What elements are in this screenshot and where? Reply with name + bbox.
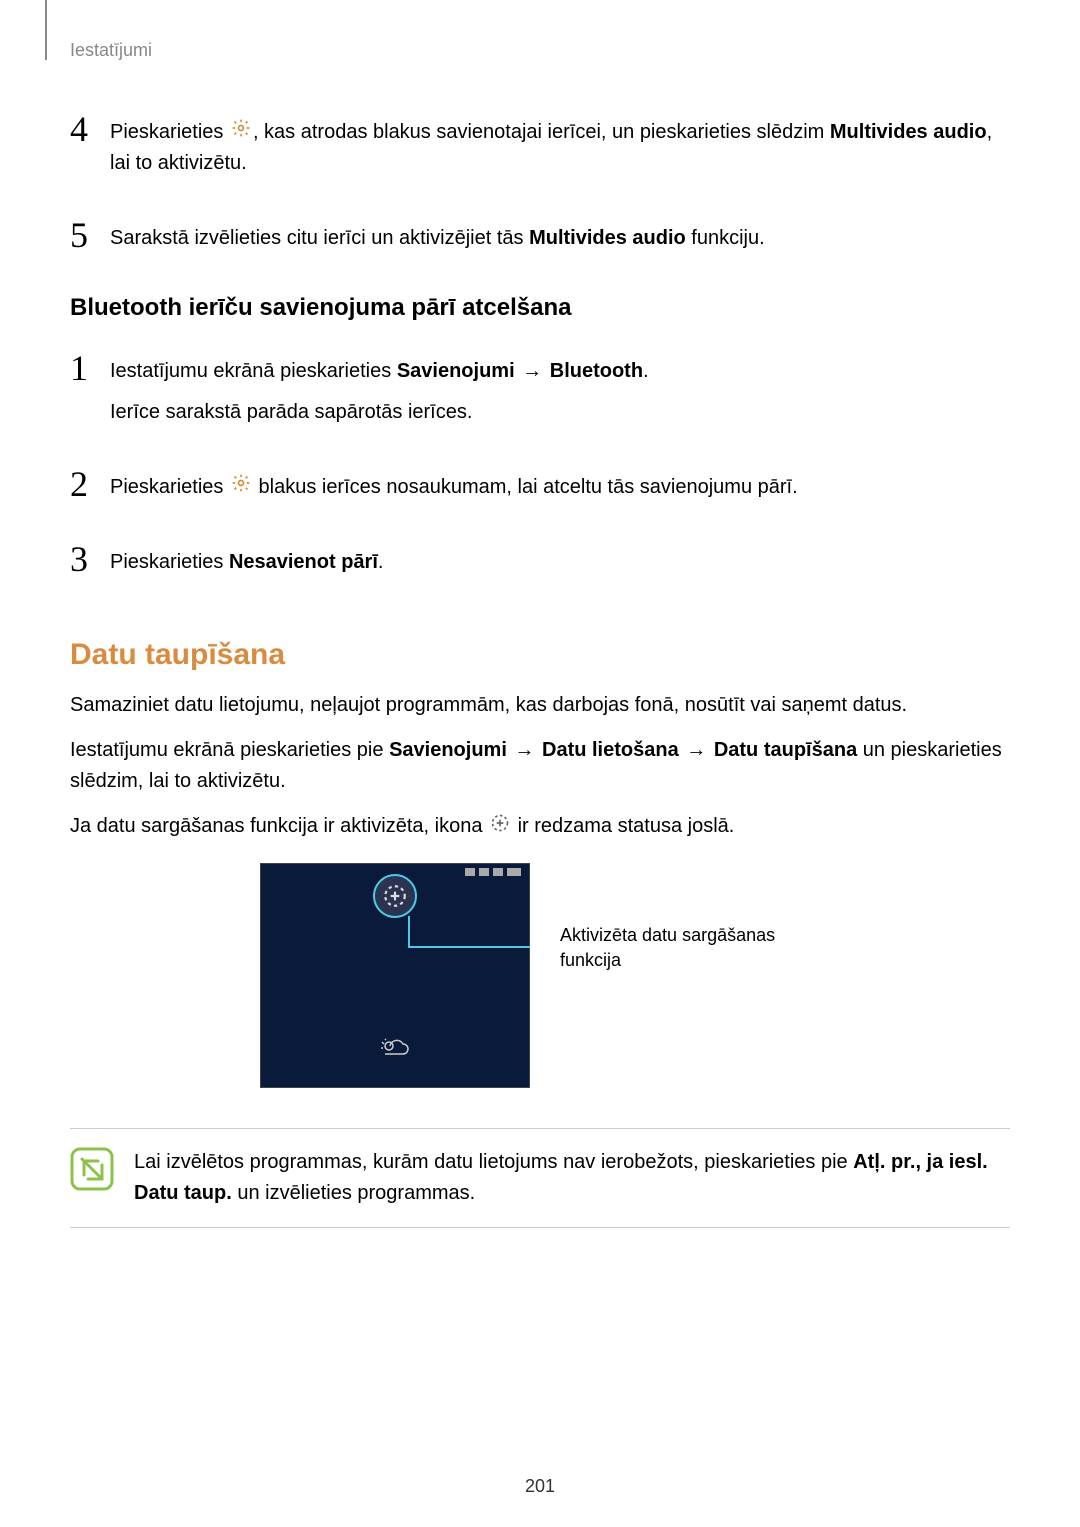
text: Lai izvēlētos programmas, kurām datu lie… bbox=[134, 1151, 853, 1173]
text: un izvēlieties programmas. bbox=[232, 1182, 475, 1204]
data-saver-icon bbox=[490, 812, 510, 843]
step-body: Sarakstā izvēlieties citu ierīci un akti… bbox=[110, 217, 765, 264]
unpair-step-1: 1 Iestatījumu ekrānā pieskarieties Savie… bbox=[70, 350, 1010, 438]
header-rule bbox=[45, 0, 47, 60]
text: funkciju. bbox=[686, 227, 765, 249]
status-bar bbox=[465, 868, 521, 876]
bold-text: Nesavienot pārī bbox=[229, 551, 378, 573]
note-box: Lai izvēlētos programmas, kurām datu lie… bbox=[70, 1128, 1010, 1228]
status-icon bbox=[493, 868, 503, 876]
unpair-step-3: 3 Pieskarieties Nesavienot pārī. bbox=[70, 541, 1010, 588]
text: , kas atrodas blakus savienotajai ierīce… bbox=[253, 121, 830, 143]
step-number: 5 bbox=[70, 217, 102, 253]
note-text: Lai izvēlētos programmas, kurām datu lie… bbox=[134, 1147, 1010, 1209]
text: . bbox=[378, 551, 384, 573]
text: Iestatījumu ekrānā pieskarieties pie bbox=[70, 739, 389, 761]
step-body: Pieskarieties Nesavienot pārī. bbox=[110, 541, 383, 588]
paragraph: Ja datu sargāšanas funkcija ir aktivizēt… bbox=[70, 811, 1010, 842]
data-saver-highlight bbox=[373, 874, 417, 918]
text: . bbox=[643, 360, 649, 382]
step-number: 1 bbox=[70, 350, 102, 386]
step-4: 4 Pieskarieties , kas atrodas blakus sav… bbox=[70, 111, 1010, 189]
text: Iestatījumu ekrānā pieskarieties bbox=[110, 360, 397, 382]
status-icon bbox=[465, 868, 475, 876]
section-heading-unpair: Bluetooth ierīču savienojuma pārī atcelš… bbox=[70, 294, 1010, 322]
text: Pieskarieties bbox=[110, 551, 229, 573]
step-body: Pieskarieties , kas atrodas blakus savie… bbox=[110, 111, 1010, 189]
status-icon bbox=[479, 868, 489, 876]
text: Pieskarieties bbox=[110, 476, 229, 498]
arrow: → bbox=[679, 739, 714, 761]
page-container: Iestatījumi 4 Pieskarieties , kas atroda… bbox=[0, 0, 1080, 1527]
step-number: 2 bbox=[70, 466, 102, 502]
main-heading-datasave: Datu taupīšana bbox=[70, 638, 1010, 672]
step-body: Pieskarieties blakus ierīces nosaukumam,… bbox=[110, 466, 798, 513]
bold-text: Multivides audio bbox=[830, 121, 987, 143]
step-body: Iestatījumu ekrānā pieskarieties Savieno… bbox=[110, 350, 649, 438]
gear-icon bbox=[231, 117, 251, 148]
callout-line bbox=[408, 916, 410, 946]
figure: Aktivizēta datu sargāšanas funkcija bbox=[70, 863, 1010, 1088]
page-number: 201 bbox=[525, 1476, 555, 1497]
paragraph: Samaziniet datu lietojumu, neļaujot prog… bbox=[70, 690, 1010, 721]
gear-icon bbox=[231, 472, 251, 503]
step-number: 3 bbox=[70, 541, 102, 577]
bold-text: Multivides audio bbox=[529, 227, 686, 249]
callout-label: Aktivizēta datu sargāšanas funkcija bbox=[560, 923, 820, 973]
text: Ja datu sargāšanas funkcija ir aktivizēt… bbox=[70, 815, 488, 837]
weather-icon bbox=[379, 1034, 411, 1067]
arrow: → bbox=[507, 739, 542, 761]
arrow: → bbox=[515, 360, 550, 382]
bold-text: Bluetooth bbox=[550, 360, 643, 382]
bold-text: Savienojumi bbox=[397, 360, 515, 382]
header-section-label: Iestatījumi bbox=[70, 40, 1010, 61]
unpair-step-2: 2 Pieskarieties blakus ierīces nosaukuma… bbox=[70, 466, 1010, 513]
bold-text: Datu taupīšana bbox=[714, 739, 857, 761]
note-icon bbox=[70, 1147, 114, 1196]
text: Sarakstā izvēlieties citu ierīci un akti… bbox=[110, 227, 529, 249]
text: ir redzama statusa joslā. bbox=[518, 815, 735, 837]
bold-text: Savienojumi bbox=[389, 739, 507, 761]
callout-line bbox=[408, 946, 530, 948]
text: Pieskarieties bbox=[110, 121, 229, 143]
text: blakus ierīces nosaukumam, lai atceltu t… bbox=[259, 476, 798, 498]
step-number: 4 bbox=[70, 111, 102, 147]
text: Ierīce sarakstā parāda sapārotās ierīces… bbox=[110, 397, 649, 428]
phone-screenshot bbox=[260, 863, 530, 1088]
step-5: 5 Sarakstā izvēlieties citu ierīci un ak… bbox=[70, 217, 1010, 264]
status-icon bbox=[507, 868, 521, 876]
paragraph: Iestatījumu ekrānā pieskarieties pie Sav… bbox=[70, 735, 1010, 797]
bold-text: Datu lietošana bbox=[542, 739, 679, 761]
